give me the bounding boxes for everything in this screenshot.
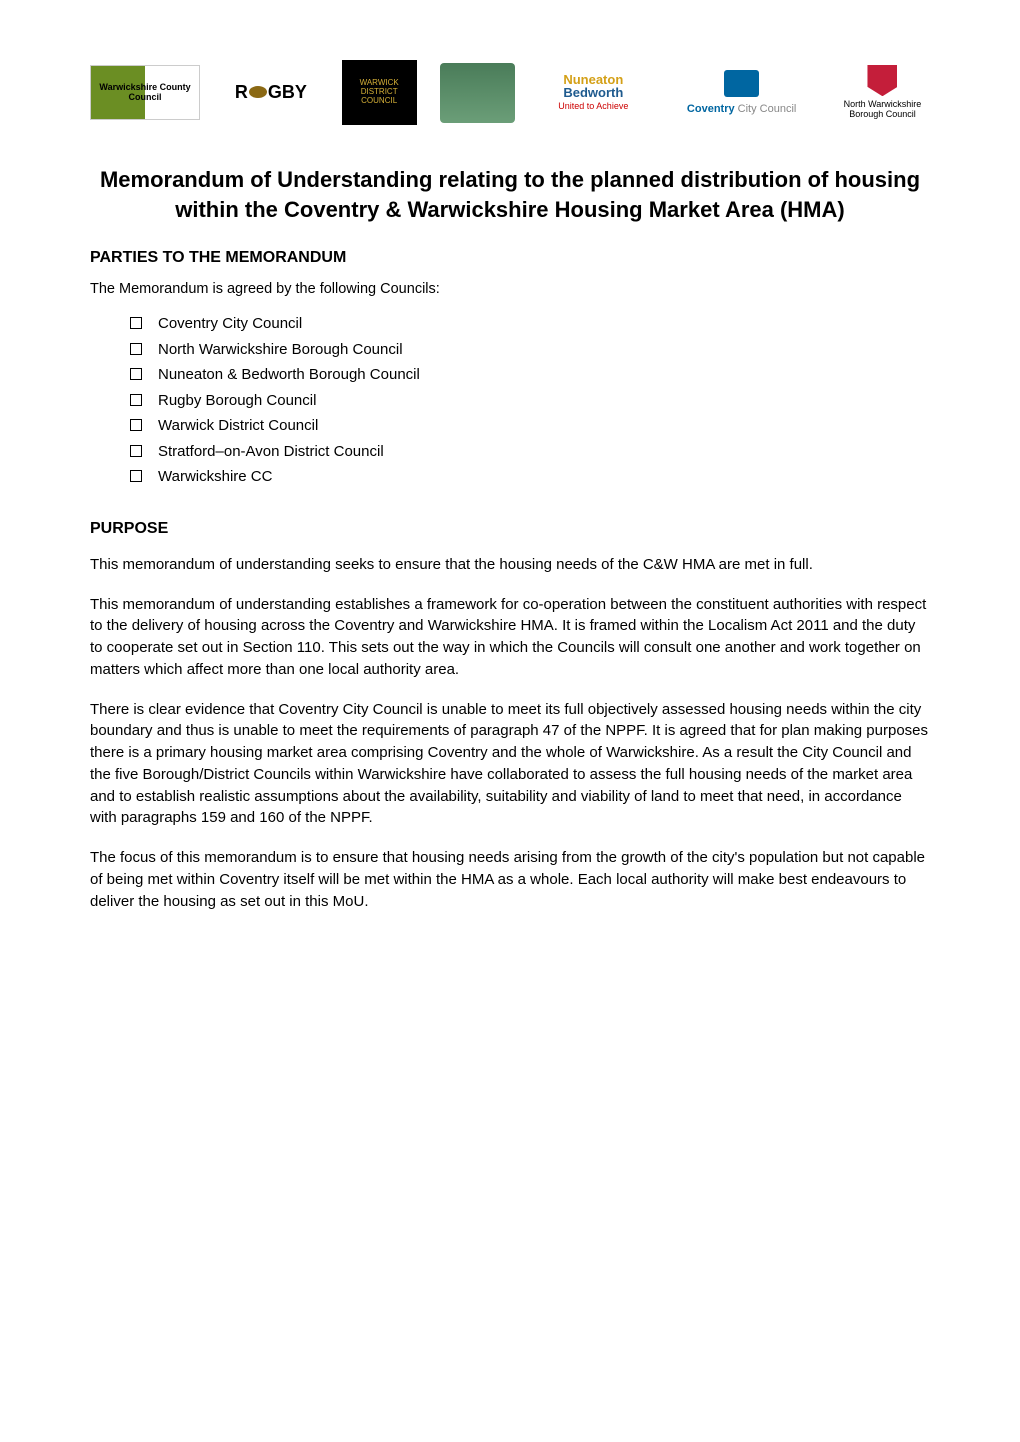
body-paragraph: This memorandum of understanding seeks t… bbox=[90, 554, 930, 576]
partner-logos-row: Warwickshire County Council RGBY WARWICK… bbox=[90, 60, 930, 125]
shield-icon bbox=[867, 65, 897, 96]
list-item: Coventry City Council bbox=[130, 311, 930, 337]
list-item: Warwickshire CC bbox=[130, 464, 930, 490]
list-item: North Warwickshire Borough Council bbox=[130, 337, 930, 363]
rugby-ball-icon bbox=[249, 86, 267, 98]
logo-label: North Warwickshire Borough Council bbox=[844, 100, 922, 120]
logo-label: Warwickshire County Council bbox=[91, 83, 199, 103]
purpose-heading: PURPOSE bbox=[90, 520, 930, 538]
list-item: Nuneaton & Bedworth Borough Council bbox=[130, 362, 930, 388]
logo-label: Coventry City Council bbox=[687, 103, 796, 115]
document-title: Memorandum of Understanding relating to … bbox=[90, 165, 930, 224]
list-item: Warwick District Council bbox=[130, 413, 930, 439]
coventry-logo: Coventry City Council bbox=[672, 70, 812, 115]
logo-label: RGBY bbox=[235, 83, 307, 103]
coventry-horse-icon bbox=[724, 70, 759, 97]
nuneaton-bedworth-logo: Nuneaton Bedworth United to Achieve bbox=[538, 63, 648, 123]
warwick-district-logo: WARWICK DISTRICT COUNCIL bbox=[342, 60, 417, 125]
rugby-logo: RGBY bbox=[223, 69, 318, 117]
logo-label: COUNCIL bbox=[361, 97, 397, 106]
list-item: Stratford–on-Avon District Council bbox=[130, 439, 930, 465]
parties-intro: The Memorandum is agreed by the followin… bbox=[90, 281, 930, 297]
body-paragraph: The focus of this memorandum is to ensur… bbox=[90, 847, 930, 912]
logo-label: Nuneaton bbox=[563, 73, 623, 86]
north-warwickshire-logo: North Warwickshire Borough Council bbox=[835, 65, 930, 120]
warwickshire-cc-logo: Warwickshire County Council bbox=[90, 65, 200, 120]
body-paragraph: This memorandum of understanding establi… bbox=[90, 594, 930, 681]
logo-label: Bedworth bbox=[563, 86, 623, 100]
list-item: Rugby Borough Council bbox=[130, 388, 930, 414]
body-paragraph: There is clear evidence that Coventry Ci… bbox=[90, 699, 930, 830]
parties-heading: PARTIES TO THE MEMORANDUM bbox=[90, 249, 930, 267]
stratford-logo bbox=[440, 63, 515, 123]
parties-list: Coventry City Council North Warwickshire… bbox=[130, 311, 930, 490]
logo-tagline: United to Achieve bbox=[558, 102, 628, 112]
